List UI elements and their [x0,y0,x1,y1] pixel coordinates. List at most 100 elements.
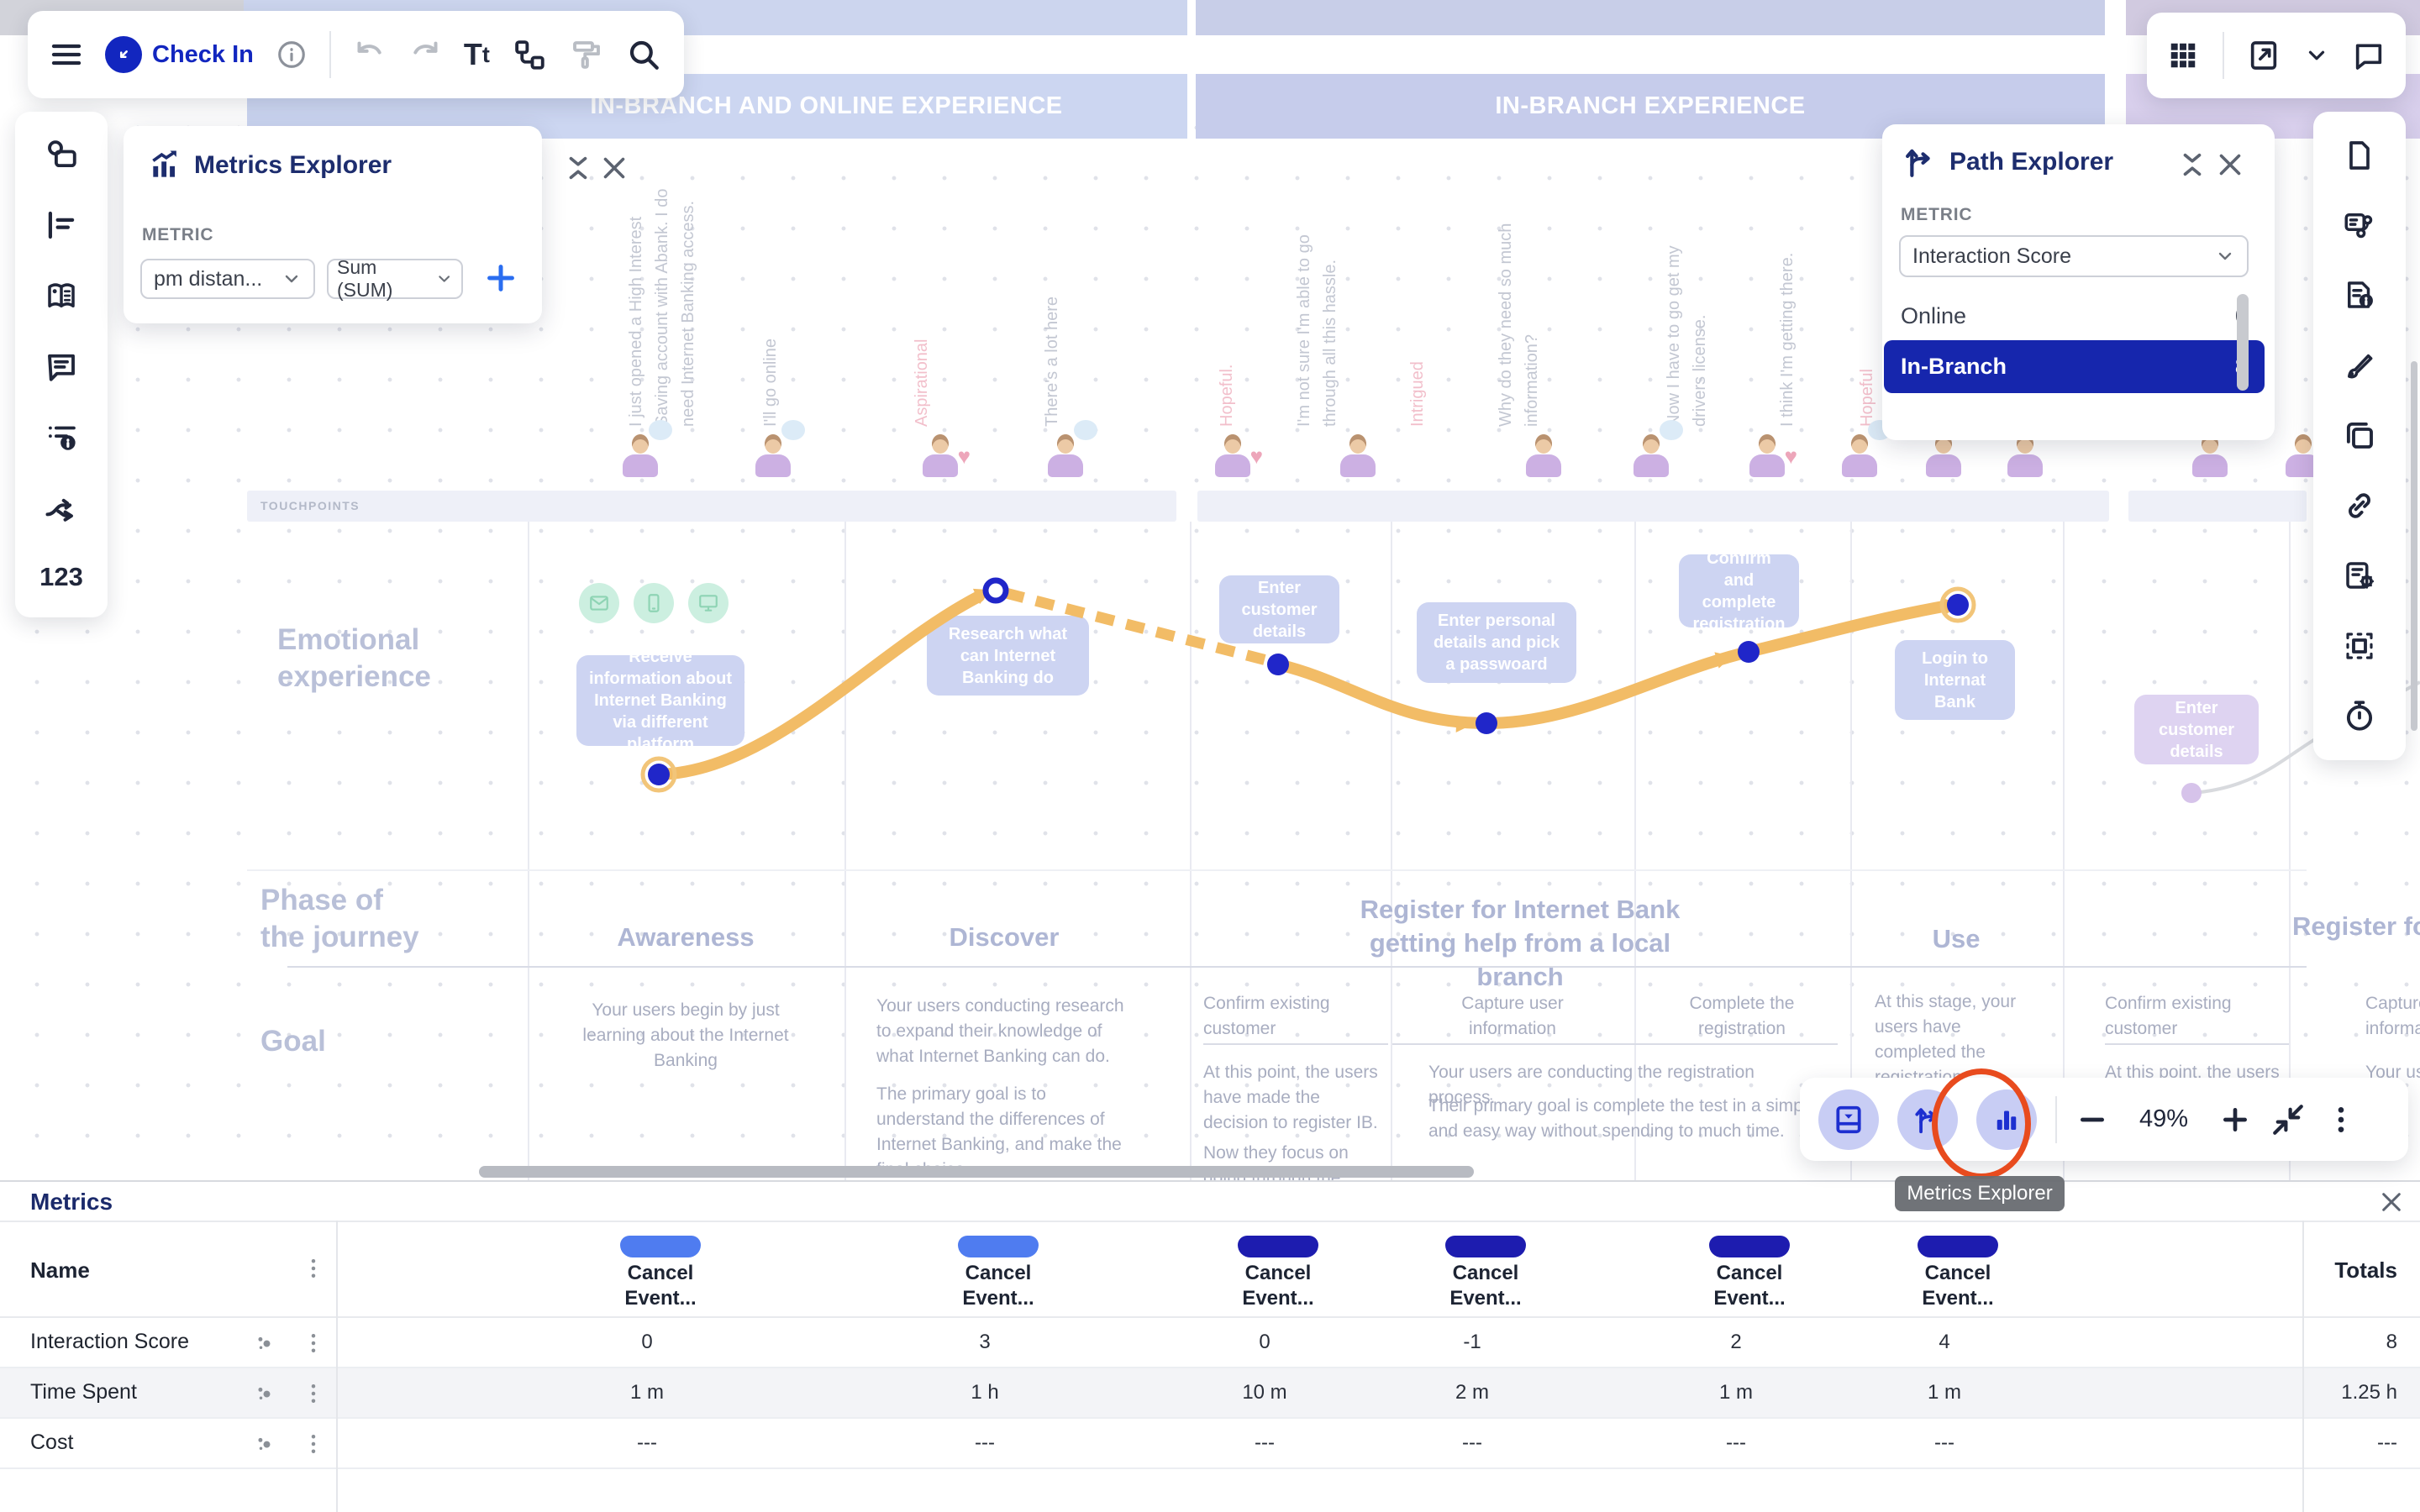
name-header-menu-icon[interactable] [301,1256,326,1281]
phase-awareness[interactable]: Awareness [617,922,755,952]
more-options-icon[interactable] [2324,1103,2358,1137]
phase-discover[interactable]: Discover [949,922,1060,952]
goal-text[interactable]: At this point, the users [2105,1063,2280,1082]
event-card[interactable]: Receive information about Internet Banki… [576,648,744,753]
phase-use[interactable]: Use [1932,924,1981,953]
column-header[interactable]: Cancel Event... [624,1262,697,1310]
touchpoint-mobile-icon[interactable] [634,583,674,623]
event-card[interactable]: Enter customer details [2134,695,2259,764]
dropdown-value: pm distan... [154,266,263,291]
brush-icon[interactable] [2342,348,2377,383]
event-card[interactable]: Enter customer details [1219,575,1339,643]
goal-text[interactable]: Your users are [2365,1063,2420,1082]
event-card[interactable]: Login to Internat Bank [1895,640,2015,720]
page-info-icon[interactable] [2342,277,2377,312]
export-document-icon[interactable] [2247,39,2281,72]
card-flow-icon[interactable] [2342,207,2377,243]
add-metric-button[interactable] [481,259,520,297]
path-option-in-branch[interactable]: In-Branch 8 [1884,340,2265,393]
focus-frame-icon[interactable] [2342,628,2377,664]
metric-dropdown[interactable]: Interaction Score [1899,235,2249,277]
touchpoints-row[interactable] [2128,491,2307,522]
column-header[interactable]: Cancel Event... [1449,1262,1522,1310]
row-menu-icon[interactable] [301,1431,326,1457]
phase-register[interactable]: Register for Internet Bank getting help … [1360,895,1681,991]
column-header[interactable]: Cancel Event... [1713,1262,1786,1310]
link-icon[interactable] [2342,488,2377,523]
zoom-level[interactable]: 49% [2139,1105,2189,1132]
column-header[interactable]: Cancel Event... [962,1262,1034,1310]
comment-icon[interactable] [44,349,79,384]
comments-icon[interactable] [2352,39,2386,72]
emotion-curve[interactable] [462,521,2420,941]
goal-subheader[interactable]: Confirm existing customer [2105,994,2232,1038]
touchpoints-row[interactable]: TOUCHPOINTS [247,491,1176,522]
close-panel-icon[interactable] [2215,150,2245,180]
row-menu-icon[interactable] [301,1381,326,1406]
table-row[interactable]: Cost --- --- --- --- --- --- --- [0,1419,2420,1469]
collapse-panel-icon[interactable] [2178,148,2207,181]
paint-roller-icon[interactable] [569,37,604,72]
column-chip[interactable] [1918,1236,1998,1257]
connector-tool-icon[interactable] [512,37,547,72]
align-lanes-icon[interactable] [44,207,79,243]
search-icon[interactable] [626,37,661,72]
close-panel-icon[interactable] [599,153,629,183]
page-settings-icon[interactable] [2342,558,2377,593]
storybook-icon[interactable] [44,278,79,313]
goal-subheader[interactable]: Capture information [2365,994,2420,1038]
event-card[interactable]: Confirm and complete registration [1679,549,1799,633]
touchpoint-desktop-icon[interactable] [688,583,729,623]
column-chip[interactable] [1709,1236,1790,1257]
event-card[interactable]: Research what can Internet Banking do [927,616,1089,696]
persona-icon[interactable] [44,137,79,172]
page-icon[interactable] [2343,139,2376,172]
goal-text[interactable]: Your users are conducting the registrati… [1428,1063,1754,1107]
goal-subheader[interactable]: Confirm existing customer [1203,994,1330,1038]
aggregation-dropdown[interactable]: Sum (SUM) [327,256,463,301]
numbers-tool[interactable]: 123 [39,562,83,591]
column-header[interactable]: Cancel Event... [1242,1262,1314,1310]
goal-text[interactable]: Your users conducting research to expand… [876,996,1124,1066]
check-in-button[interactable]: Check In [105,36,254,73]
phase-register-2[interactable]: Register for I [2292,911,2420,941]
goal-text[interactable]: At this point, the users have made the d… [1203,1063,1378,1132]
info-icon[interactable] [276,39,308,71]
column-chip[interactable] [1238,1236,1318,1257]
journey-split-icon[interactable] [43,490,80,527]
menu-button[interactable] [50,38,83,71]
zoom-in-button[interactable] [2218,1103,2252,1137]
metric-dropdown[interactable]: pm distan... [140,259,315,299]
stopwatch-icon[interactable] [2342,698,2377,733]
goal-subheader[interactable]: Capture user information [1461,994,1564,1038]
vertical-scrollbar[interactable] [2411,361,2417,731]
goal-text[interactable]: Your users begin by just learning about … [582,1000,789,1070]
fit-to-screen-icon[interactable] [2270,1102,2306,1137]
column-chip[interactable] [958,1236,1039,1257]
path-option-online[interactable]: Online 0 [1884,294,2265,338]
apps-grid-icon[interactable] [2167,39,2199,71]
table-row[interactable]: Time Spent 1 m 1 h 10 m 2 m 1 m 1 m 1.25… [0,1368,2420,1419]
column-chip[interactable] [1445,1236,1526,1257]
touchpoints-row[interactable] [1197,491,2109,522]
column-chip[interactable] [620,1236,701,1257]
zoom-out-button[interactable] [2075,1103,2109,1137]
swimlane-view-button[interactable] [1818,1089,1879,1150]
goal-text[interactable]: Their primary goal is complete the test … [1428,1096,1818,1141]
row-menu-icon[interactable] [301,1331,326,1356]
goal-subheader[interactable]: Complete the registration [1689,994,1795,1038]
column-header[interactable]: Cancel Event... [1922,1262,1994,1310]
export-chevron-icon[interactable] [2304,43,2329,68]
table-row[interactable]: Interaction Score 0 3 0 -1 2 4 8 [0,1318,2420,1368]
close-metrics-panel-icon[interactable] [2378,1189,2405,1215]
panel-scrollbar[interactable] [2237,294,2249,391]
collapse-panel-icon[interactable] [564,151,592,185]
redo-button[interactable] [408,38,442,71]
details-list-icon[interactable] [44,419,79,454]
undo-button[interactable] [353,38,387,71]
duplicate-icon[interactable] [2342,417,2377,453]
horizontal-scrollbar[interactable] [479,1166,1474,1178]
event-card[interactable]: Enter personal details and pick a passwo… [1417,602,1576,683]
touchpoint-email-icon[interactable] [579,583,619,623]
